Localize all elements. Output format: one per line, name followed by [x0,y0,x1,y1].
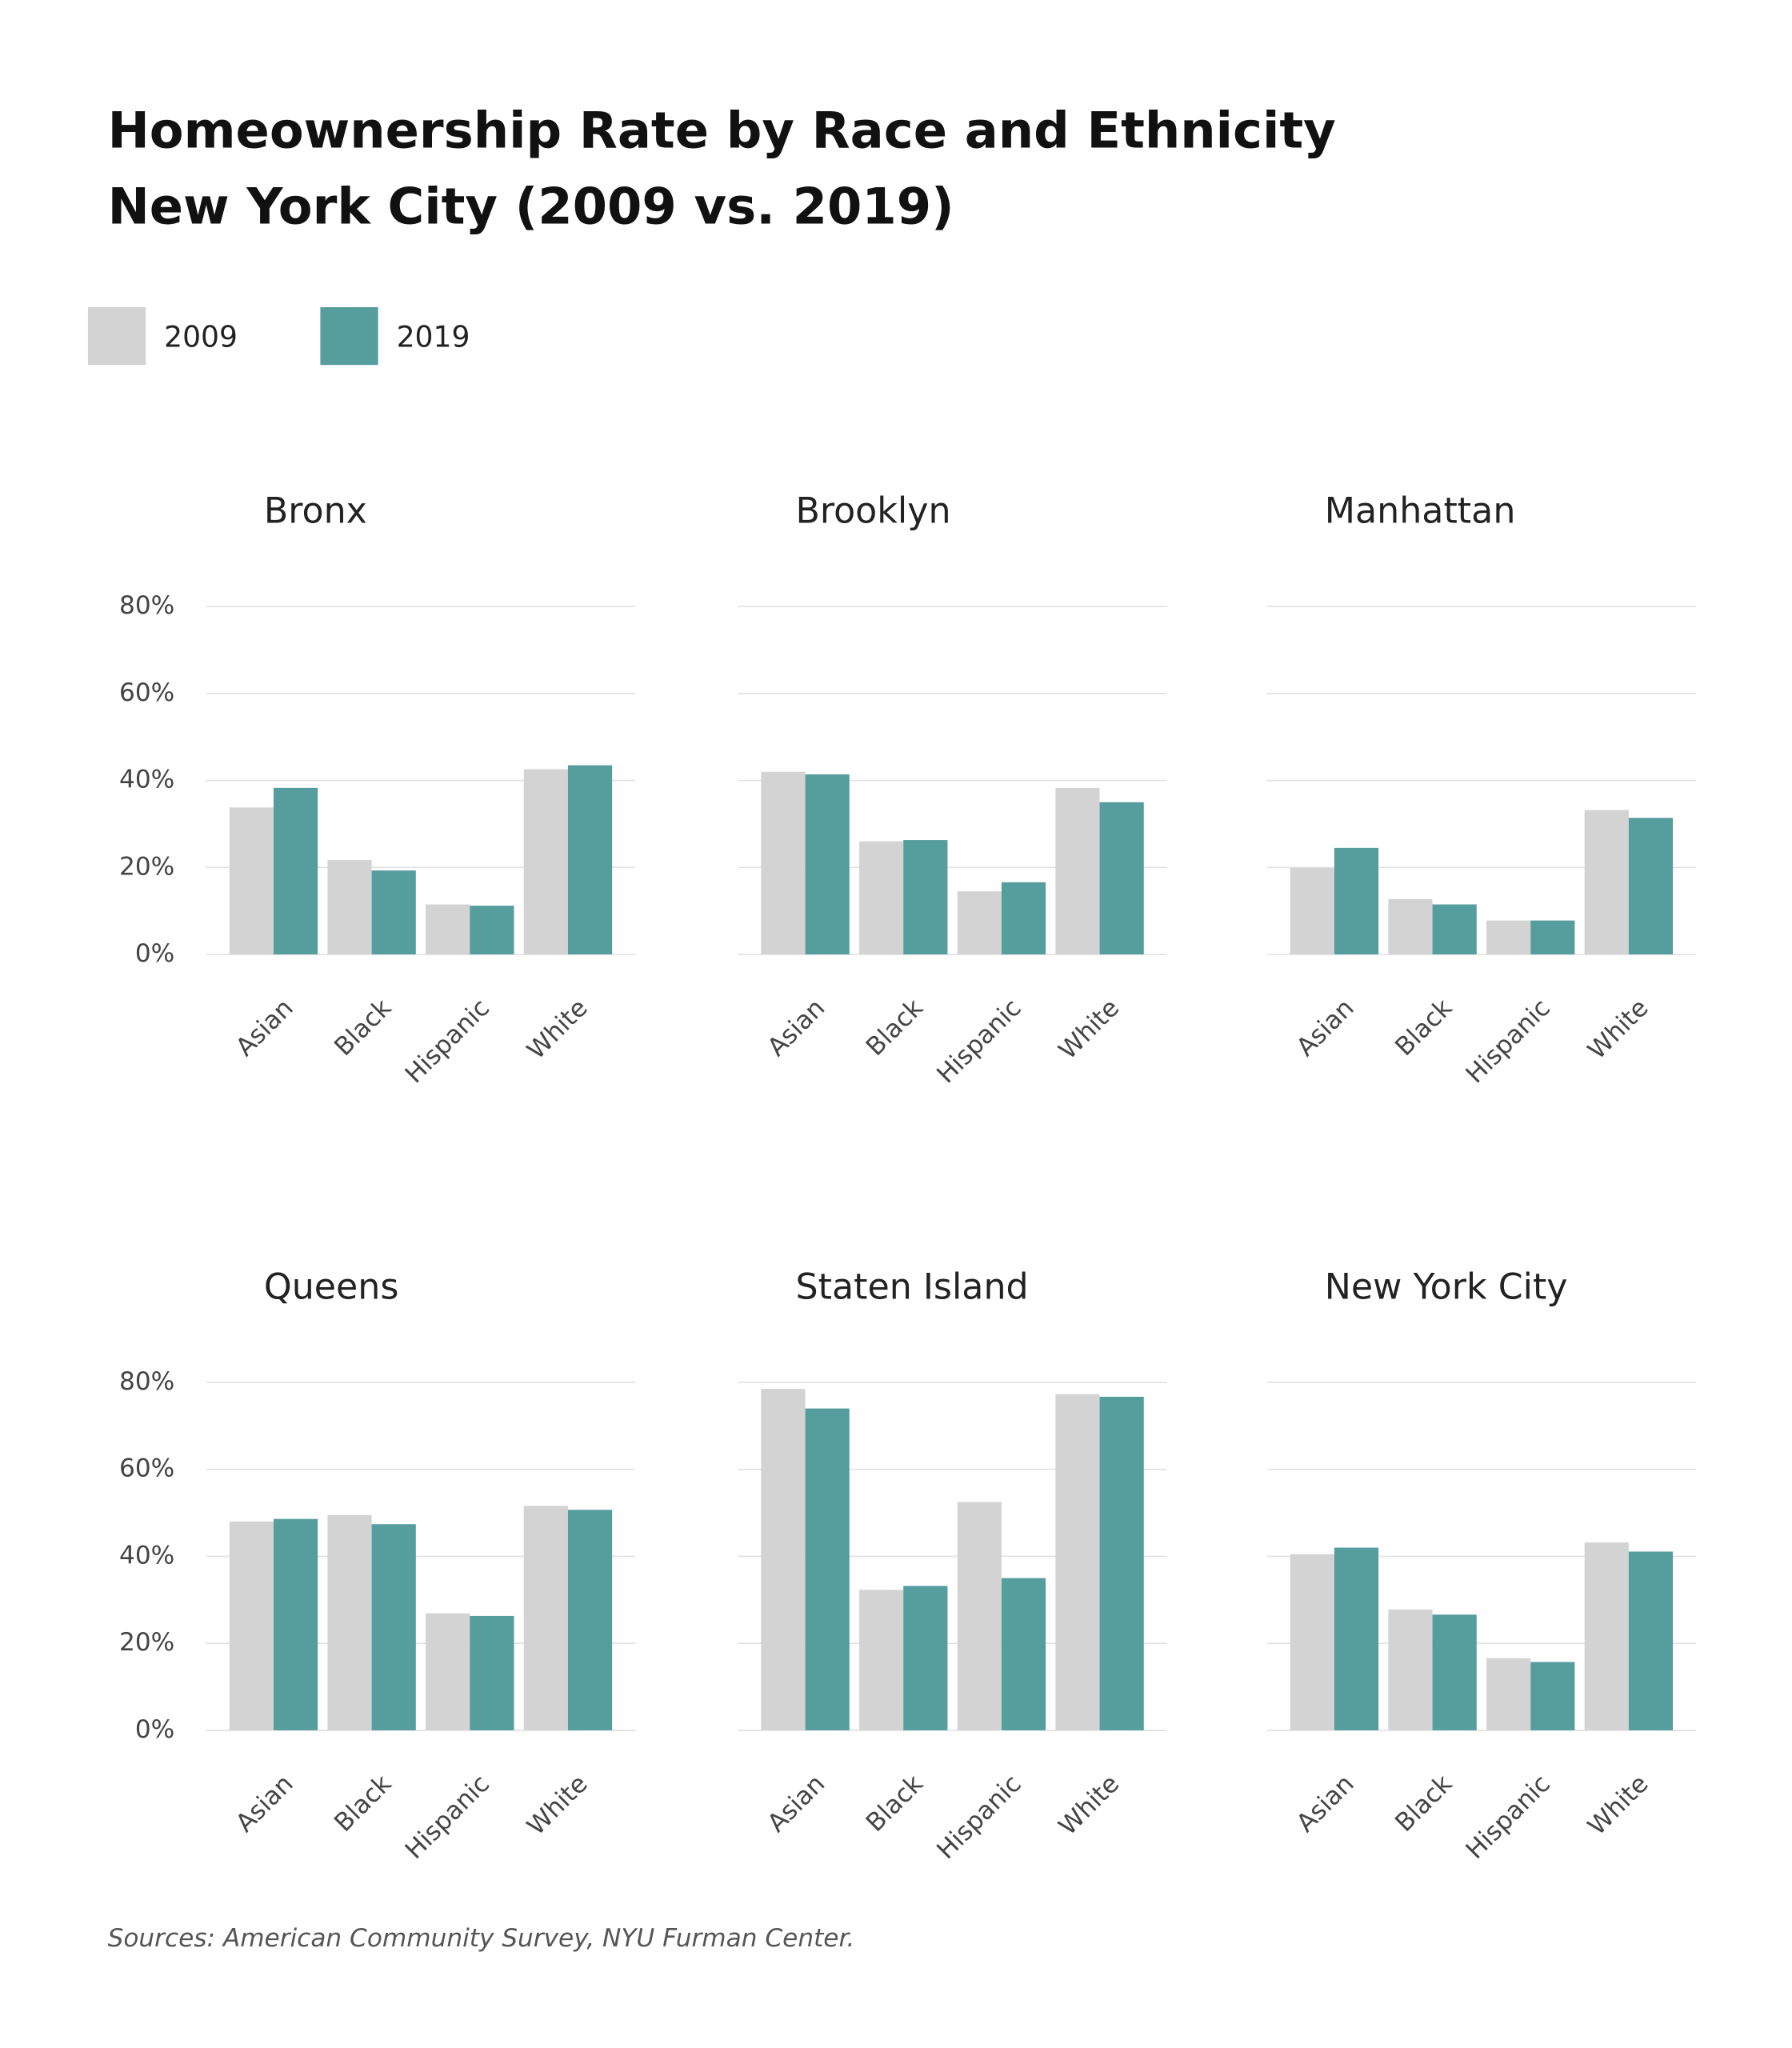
bar [1290,867,1334,955]
bar [859,841,904,955]
bar [903,840,948,955]
panel-title: Staten Island [795,1266,1028,1307]
x-tick-label: White [1582,1770,1654,1842]
bar [1001,1578,1046,1730]
bar [426,1613,470,1730]
bar [1099,802,1144,955]
bar [327,1514,372,1730]
bar [1486,1658,1531,1730]
x-tick-label: Black [861,994,929,1062]
bar [1055,1394,1100,1730]
bar [1486,920,1531,955]
y-tick-label: 20% [119,852,174,881]
bar [1055,787,1100,955]
bar [523,769,568,955]
x-tick-label: Black [1390,994,1458,1062]
bar [523,1506,568,1730]
x-tick-label: Asian [762,1770,831,1838]
x-tick-label: Black [1390,1770,1458,1838]
y-tick-label: 80% [119,591,174,620]
chart-title: Homeownership Rate by Race and Ethnicity [108,101,1336,159]
legend-swatch [87,307,146,366]
bar [229,1521,274,1730]
bar [805,774,850,955]
y-tick-label: 0% [135,1715,174,1744]
legend-swatch [320,307,378,366]
panel-title: Queens [264,1266,399,1307]
bar [1334,1547,1379,1730]
bar [761,1389,806,1730]
panel-title: Manhattan [1325,491,1516,532]
x-tick-label: Asian [1291,994,1360,1062]
x-tick-label: Black [861,1770,929,1838]
bar [567,1510,613,1730]
source-note: Sources: American Community Survey, NYU … [108,1924,855,1953]
bar [273,787,318,955]
y-tick-label: 40% [119,1541,174,1570]
bar [761,771,806,955]
bar [1388,898,1433,955]
bar [470,906,514,955]
x-tick-label: White [522,1770,594,1842]
y-tick-label: 60% [119,1454,174,1483]
bar [903,1586,948,1730]
bar [1530,1662,1575,1730]
x-tick-label: Hispanic [1461,994,1556,1089]
bar [470,1615,514,1730]
x-tick-label: Hispanic [931,994,1026,1089]
bar [1432,904,1477,955]
bar [1584,1542,1629,1730]
legend-label: 2009 [164,319,238,354]
x-tick-label: Asian [230,1770,299,1838]
bar [567,765,613,955]
panel-title: New York City [1325,1266,1568,1307]
x-tick-label: Asian [762,994,831,1062]
bar [1099,1396,1144,1730]
y-tick-label: 60% [119,678,174,707]
x-tick-label: Black [329,994,397,1062]
x-tick-label: Hispanic [400,1770,495,1865]
x-tick-label: Black [329,1770,397,1838]
y-tick-label: 20% [119,1628,174,1657]
panel-title: Brooklyn [795,491,950,532]
bar [1334,847,1379,955]
y-tick-label: 0% [135,939,174,968]
bar [1628,818,1674,955]
bar [957,1502,1002,1730]
bar [1432,1614,1477,1730]
bar [1290,1554,1334,1730]
x-tick-label: Asian [230,994,299,1062]
x-tick-label: Asian [1291,1770,1360,1838]
bar [1001,882,1046,955]
bar [957,891,1002,955]
panel-title: Bronx [264,491,367,532]
bar [229,807,274,955]
x-tick-label: White [522,994,594,1066]
y-tick-label: 80% [119,1367,174,1396]
x-tick-label: Hispanic [400,994,495,1089]
x-tick-label: Hispanic [931,1770,1026,1865]
bar [805,1408,850,1730]
bar [426,904,470,955]
bar [273,1518,318,1730]
x-tick-label: Hispanic [1461,1770,1556,1865]
bar [371,870,416,955]
chart-subtitle: New York City (2009 vs. 2019) [108,178,954,236]
bar [1388,1609,1433,1730]
bar [859,1590,904,1730]
x-tick-label: White [1054,994,1126,1066]
bar [371,1524,416,1730]
y-tick-label: 40% [119,766,174,794]
bar [1584,810,1629,955]
bar [1628,1551,1674,1730]
legend-label: 2019 [397,319,470,354]
bar [327,860,372,955]
x-tick-label: White [1582,994,1654,1066]
x-tick-label: White [1054,1770,1126,1842]
bar [1530,920,1575,955]
